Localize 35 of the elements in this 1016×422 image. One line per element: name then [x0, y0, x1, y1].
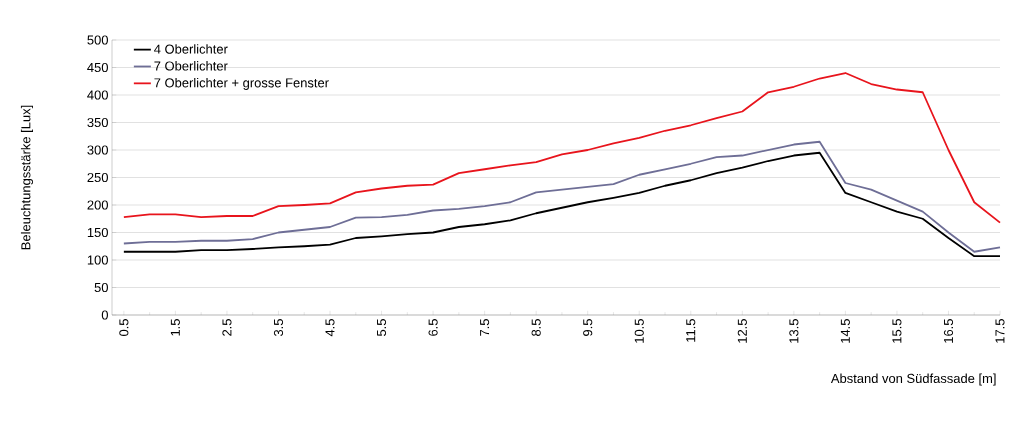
x-tick-label: 11.5 [686, 319, 696, 342]
y-tick-label: 250 [87, 172, 108, 183]
x-tick-label: 4.5 [325, 319, 335, 337]
x-tick-label: 7.5 [480, 319, 490, 336]
x-tick-label: 10.5 [634, 319, 644, 343]
y-axis-title: Beleuchtungsstärke [Lux] [20, 105, 33, 250]
x-tick-label: 15.5 [892, 319, 902, 343]
y-tick-label: 50 [94, 282, 108, 293]
x-tick-label: 12.5 [737, 319, 747, 343]
legend-label: 7 Oberlichter + grosse Fenster [154, 77, 329, 90]
x-tick-label: 17.5 [995, 319, 1005, 343]
x-tick-label: 5.5 [377, 319, 387, 337]
legend-label: 4 Oberlichter [154, 44, 228, 54]
x-tick-label: 6.5 [428, 319, 438, 336]
x-tick-label: 13.5 [789, 319, 799, 343]
y-tick-label: 150 [87, 227, 108, 238]
x-tick-label: 14.5 [840, 319, 850, 343]
y-tick-label: 200 [87, 200, 108, 210]
y-tick-label: 400 [87, 90, 108, 100]
x-tick-label: 0.5 [119, 319, 129, 337]
x-tick-label: 9.5 [583, 319, 593, 336]
x-tick-label: 8.5 [531, 319, 541, 336]
y-tick-label: 500 [87, 35, 108, 45]
y-tick-label: 350 [87, 117, 108, 128]
line-series [122, 72, 1001, 224]
legend-label: 7 Oberlichter [154, 61, 228, 71]
y-tick-label: 300 [87, 145, 108, 155]
x-tick-label: 16.5 [943, 319, 954, 343]
x-tick-label: 2.5 [222, 319, 232, 336]
y-tick-label: 100 [87, 255, 108, 265]
x-axis-title: Abstand von Südfassade [m] [830, 373, 996, 386]
y-tick-label: 0 [101, 310, 108, 320]
x-tick-label: 3.5 [273, 319, 284, 337]
y-tick-label: 450 [87, 62, 108, 73]
x-tick-label: 1.5 [170, 319, 180, 336]
